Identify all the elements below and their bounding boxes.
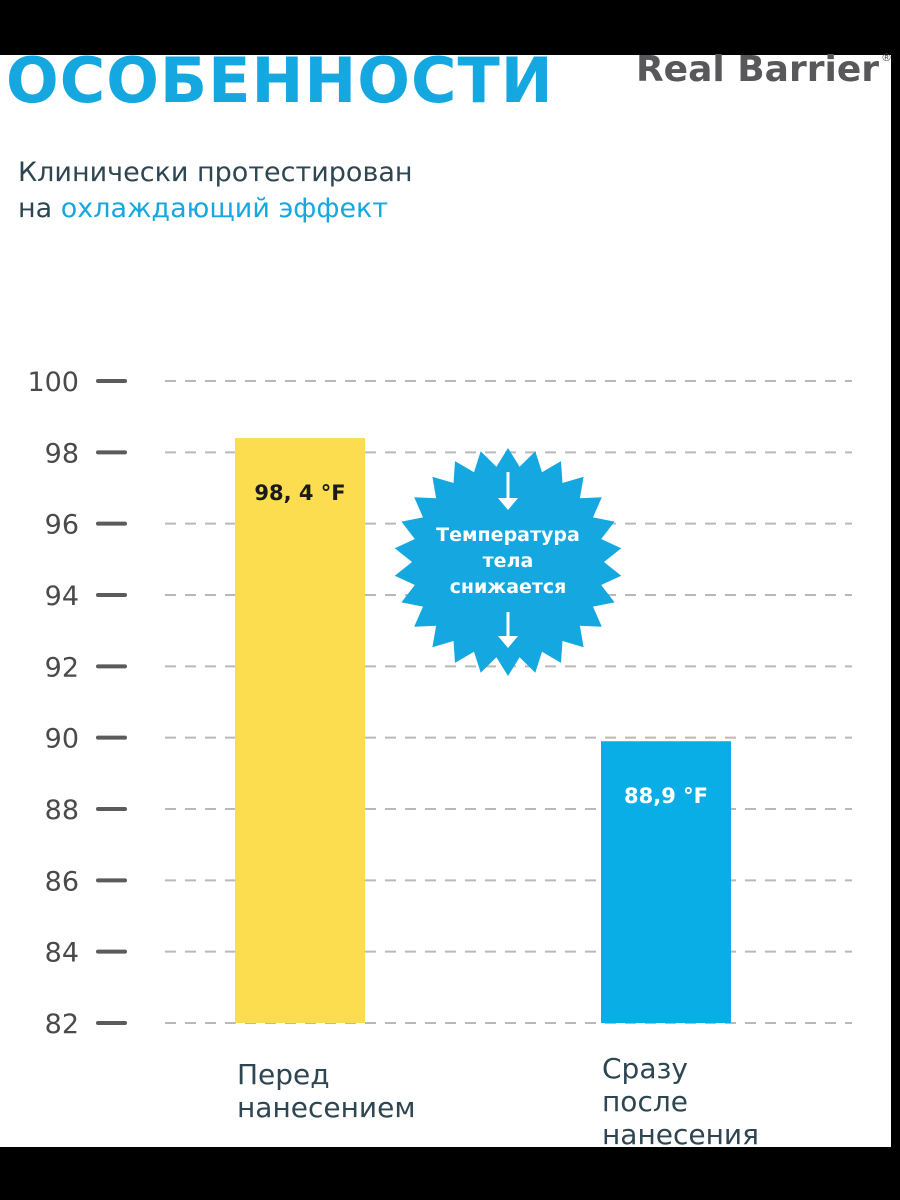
subtitle-line-1: Клинически протестирован bbox=[18, 157, 413, 188]
down-arrow-icon bbox=[498, 472, 518, 510]
y-tick-label: 84 bbox=[45, 938, 79, 969]
data-label-layer: 98, 4 °F 88,9 °F bbox=[254, 481, 708, 808]
y-tick-label: 88 bbox=[45, 795, 79, 826]
registered-mark: ® bbox=[881, 51, 892, 64]
category-label-after: Сразу после нанесения bbox=[602, 1052, 759, 1151]
y-tick-label: 100 bbox=[27, 367, 79, 398]
subtitle-prefix: на bbox=[18, 193, 61, 224]
brand-name: Real Barrier bbox=[635, 49, 879, 90]
y-tick-label: 82 bbox=[45, 1009, 79, 1040]
subtitle-line-2: на охлаждающий эффект bbox=[18, 191, 413, 227]
y-tick-label: 94 bbox=[45, 581, 79, 612]
y-tick-label: 98 bbox=[45, 438, 79, 469]
y-tick-label: 86 bbox=[45, 866, 79, 897]
bar-layer bbox=[235, 438, 731, 1024]
down-arrow-icon bbox=[498, 612, 518, 648]
page-title: ОСОБЕННОСТИ bbox=[6, 44, 554, 117]
brand-logo: Real Barrier ® bbox=[636, 52, 892, 88]
starburst-shape bbox=[394, 448, 622, 676]
y-tick-label: 96 bbox=[45, 510, 79, 541]
bar-1 bbox=[601, 741, 731, 1023]
temperature-badge: Температура тела снижается bbox=[392, 446, 624, 678]
starburst-polygon bbox=[394, 448, 622, 676]
chart-subtitle: Клинически протестирован на охлаждающий … bbox=[18, 155, 413, 227]
subtitle-accent: охлаждающий эффект bbox=[60, 193, 389, 224]
y-tick-label: 92 bbox=[45, 652, 79, 683]
y-tick-label: 90 bbox=[45, 724, 79, 755]
bar-value-label: 98, 4 °F bbox=[254, 481, 345, 505]
bar-0 bbox=[235, 438, 365, 1024]
category-label-before: Перед нанесением bbox=[237, 1058, 416, 1124]
bar-value-label: 88,9 °F bbox=[624, 784, 708, 808]
badge-text: Температура тела снижается bbox=[436, 524, 580, 598]
